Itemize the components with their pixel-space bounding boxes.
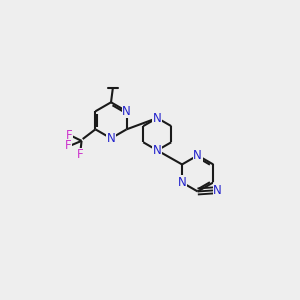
Text: N: N xyxy=(106,132,116,145)
Text: N: N xyxy=(122,105,131,118)
Text: N: N xyxy=(153,144,162,157)
Text: F: F xyxy=(64,140,71,152)
Text: F: F xyxy=(66,129,73,142)
Text: N: N xyxy=(178,176,186,189)
Text: F: F xyxy=(77,148,84,161)
Text: N: N xyxy=(153,112,162,124)
Text: N: N xyxy=(213,184,222,197)
Text: N: N xyxy=(193,149,202,162)
